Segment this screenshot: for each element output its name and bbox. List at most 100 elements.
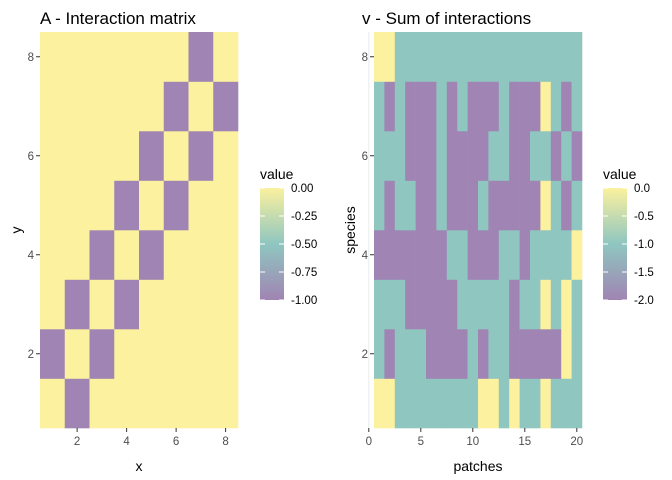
legend-tick-label: 0.00	[291, 183, 313, 195]
heatmap-cell	[64, 180, 90, 231]
heatmap-cell	[163, 131, 189, 181]
x-tick-label: 5	[418, 436, 424, 448]
heatmap-cell	[40, 378, 66, 429]
heatmap-cell	[64, 230, 90, 280]
heatmap-cell	[509, 131, 520, 181]
heatmap-cell	[509, 279, 520, 330]
legend-tick-label: -0.50	[291, 239, 317, 251]
heatmap-cell	[188, 180, 214, 231]
legend-tick-label: -1.5	[634, 267, 654, 279]
heatmap-cell	[436, 329, 448, 379]
heatmap-cell	[64, 378, 90, 429]
heatmap-cell	[550, 131, 562, 181]
heatmap-cell	[163, 378, 189, 429]
heatmap-cell	[426, 180, 437, 231]
heatmap-cell	[478, 131, 489, 181]
heatmap-cell	[426, 131, 437, 181]
heatmap-cell	[89, 329, 115, 379]
heatmap-cell	[467, 32, 479, 82]
heatmap-cell	[114, 230, 140, 280]
heatmap-cell	[509, 329, 520, 379]
heatmap-cell	[436, 180, 448, 231]
heatmap-cell	[571, 81, 583, 132]
heatmap-cell	[114, 378, 140, 429]
heatmap-cell	[40, 32, 66, 82]
heatmap-cell	[457, 180, 468, 231]
heatmap-cell	[530, 329, 541, 379]
x-tick-label: 15	[518, 436, 531, 448]
heatmap-cell	[540, 131, 552, 181]
heatmap-cell	[467, 230, 479, 280]
heatmap-cell	[519, 131, 531, 181]
legend-tick-label: -0.25	[291, 211, 317, 223]
heatmap-cell	[213, 81, 239, 132]
heatmap-cell	[426, 378, 437, 429]
heatmap-cell	[488, 180, 500, 231]
y-tick-label: 4	[28, 250, 35, 262]
heatmap-cell	[436, 378, 448, 429]
heatmap-cell	[530, 131, 541, 181]
heatmap-cell	[561, 329, 572, 379]
heatmap-cell	[561, 180, 572, 231]
heatmap-cell	[394, 81, 406, 132]
x-tick-label: 20	[570, 436, 583, 448]
heatmap-cell	[488, 279, 500, 330]
heatmap-cell	[89, 131, 115, 181]
y-tick-label: 4	[362, 250, 369, 262]
heatmap-cell	[488, 131, 500, 181]
heatmap-cell	[40, 180, 66, 231]
heatmap-cell	[498, 180, 510, 231]
x-ticks-a: 2 4 6 8	[74, 428, 229, 448]
heatmap-cell	[540, 230, 552, 280]
heatmap-cell	[478, 81, 489, 132]
legend-tick-label: -0.75	[291, 267, 317, 279]
heatmap-cell	[213, 279, 239, 330]
heatmap-cell	[561, 279, 572, 330]
panel-sum-of-interactions: v - Sum of interactions 0 5 10 15 20 2 4 6 8 pa…	[342, 9, 583, 474]
heatmap-cell	[561, 81, 572, 132]
heatmap-cell	[139, 329, 165, 379]
heatmap-cell	[374, 81, 385, 132]
heatmap-cell	[519, 378, 531, 429]
heatmap-cell	[436, 32, 448, 82]
heatmap-cell	[446, 230, 458, 280]
heatmap-cell	[571, 230, 583, 280]
y-tick-label: 8	[28, 52, 34, 64]
heatmap-cell	[488, 378, 500, 429]
heatmap-cell	[509, 230, 520, 280]
heatmap-cell	[139, 131, 165, 181]
heatmap-cell	[426, 230, 437, 280]
heatmap-cell	[457, 329, 468, 379]
heatmap-cell	[139, 180, 165, 231]
heatmap-cell	[89, 81, 115, 132]
chart-title-a: A - Interaction matrix	[40, 9, 196, 28]
heatmap-cell	[40, 131, 66, 181]
heatmap-cell	[384, 180, 396, 231]
heatmap-cell	[530, 81, 541, 132]
heatmap-cell	[415, 131, 427, 181]
heatmap-cell	[467, 279, 479, 330]
heatmap-cell	[488, 81, 500, 132]
x-axis-label-a: x	[136, 458, 143, 474]
heatmap-cell	[550, 32, 562, 82]
legend-tick-label: -2.0	[634, 295, 654, 307]
heatmap-cell	[478, 180, 489, 231]
heatmap-cell	[89, 378, 115, 429]
heatmap-cell	[374, 32, 385, 82]
heatmap-cell	[561, 32, 572, 82]
heatmap-cell	[163, 279, 189, 330]
heatmap-cell	[498, 230, 510, 280]
heatmap-cell	[426, 279, 437, 330]
heatmap-cell	[550, 329, 562, 379]
heatmap-cell	[498, 329, 510, 379]
heatmap-cell	[550, 180, 562, 231]
heatmap-cell	[446, 378, 458, 429]
heatmap-cell	[519, 180, 531, 231]
heatmap-cell	[114, 279, 140, 330]
heatmap-cell	[384, 329, 396, 379]
heatmap-cell	[405, 32, 416, 82]
x-tick-label: 0	[366, 436, 372, 448]
heatmap-cell	[405, 131, 416, 181]
heatmap-cell	[571, 329, 583, 379]
y-ticks-v: 2 4 6 8	[362, 52, 374, 361]
